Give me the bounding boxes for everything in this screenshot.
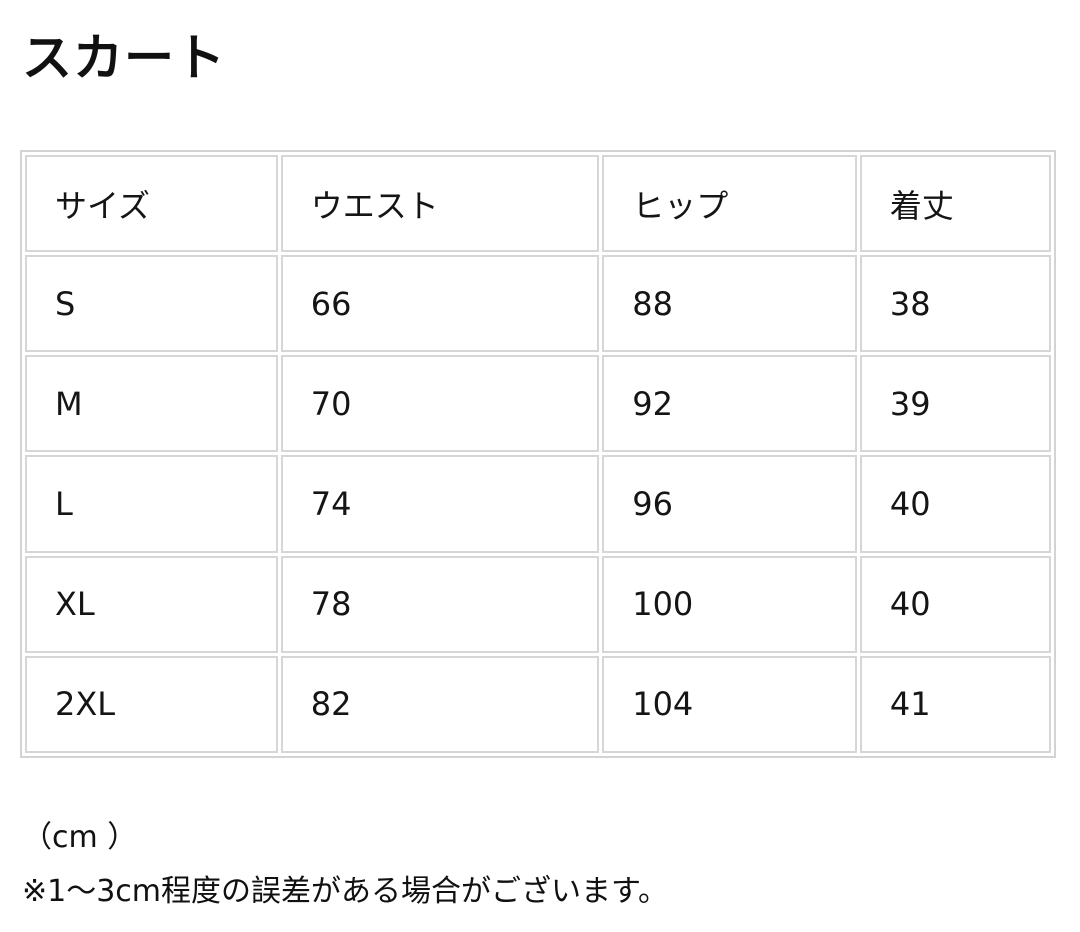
table-row: XL 78 100 40 (25, 555, 1051, 653)
table-cell: 74 (280, 455, 600, 553)
table-cell: 82 (280, 655, 600, 753)
table-row: L 74 96 40 (25, 455, 1051, 553)
table-cell: 100 (602, 555, 857, 653)
table-row: 2XL 82 104 41 (25, 655, 1051, 753)
header-cell: サイズ (25, 155, 278, 253)
size-table: サイズ ウエスト ヒップ 着丈 S 66 88 38 M 70 92 39 L 74 96 40 XL 78 100… (20, 150, 1056, 758)
table-cell: 40 (859, 455, 1051, 553)
table-cell: 88 (602, 255, 857, 353)
header-cell: ヒップ (602, 155, 857, 253)
unit-label: （cm ） (22, 820, 138, 855)
table-cell: 92 (602, 355, 857, 453)
table-cell: L (25, 455, 278, 553)
table-cell: 104 (602, 655, 857, 753)
page-title: スカート (22, 29, 226, 87)
table-cell: 66 (280, 255, 600, 353)
table-cell: S (25, 255, 278, 353)
table-cell: 96 (602, 455, 857, 553)
table-cell: 38 (859, 255, 1051, 353)
header-cell: ウエスト (280, 155, 600, 253)
table-cell: 2XL (25, 655, 278, 753)
table-cell: M (25, 355, 278, 453)
table-cell: 41 (859, 655, 1051, 753)
header-row: サイズ ウエスト ヒップ 着丈 (25, 155, 1051, 253)
header-cell: 着丈 (859, 155, 1051, 253)
table-row: M 70 92 39 (25, 355, 1051, 453)
table-cell: 70 (280, 355, 600, 453)
table-cell: 40 (859, 555, 1051, 653)
table-cell: XL (25, 555, 278, 653)
error-note: ※1〜3cm程度の誤差がある場合がございます。 (22, 874, 669, 909)
table-cell: 78 (280, 555, 600, 653)
table-cell: 39 (859, 355, 1051, 453)
table-row: S 66 88 38 (25, 255, 1051, 353)
